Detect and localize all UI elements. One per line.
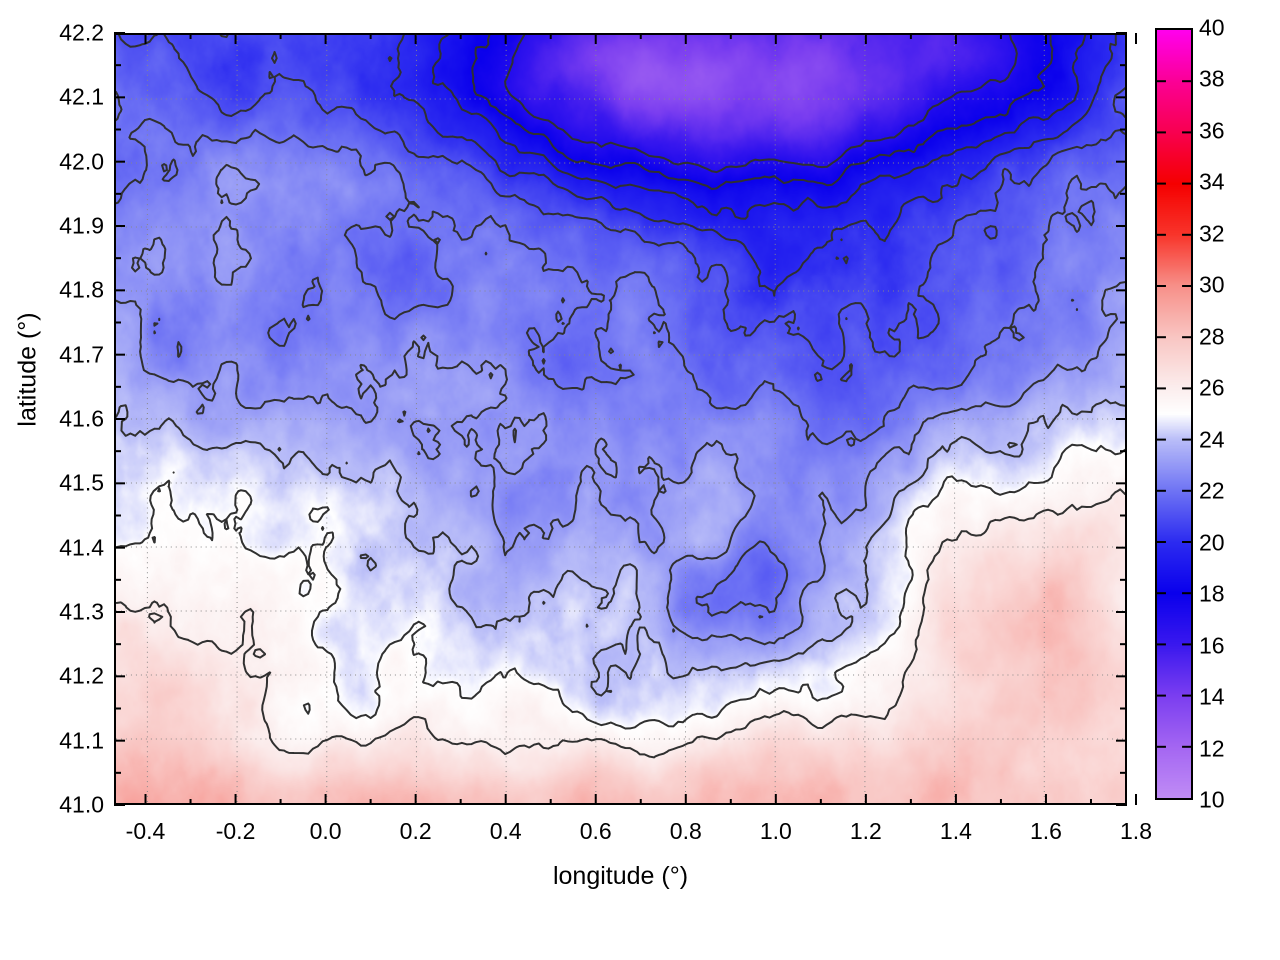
x-tick-label: 0.8 bbox=[669, 818, 702, 844]
x-tick-label: 0.6 bbox=[579, 818, 612, 844]
x-axis-title: longitude (°) bbox=[552, 862, 689, 890]
colorbar-tick-label: 26 bbox=[1199, 374, 1225, 401]
contour-lines bbox=[116, 35, 1125, 759]
colorbar-tick-label: 40 bbox=[1199, 14, 1225, 41]
colorbar-tick-label: 34 bbox=[1199, 168, 1225, 195]
x-axis-tick-labels: -0.4 -0.2 0.0 0.2 0.4 0.6 0.8 1.0 1.2 1.4 1.6 1.8 bbox=[0, 818, 1280, 858]
colorbar-tick-label: 28 bbox=[1199, 323, 1225, 350]
x-tick-label: 1.2 bbox=[849, 818, 882, 844]
y-tick-label: 42.1 bbox=[59, 83, 104, 110]
x-tick-label: 1.8 bbox=[1120, 818, 1152, 844]
x-tick-label: 0.2 bbox=[399, 818, 432, 844]
y-tick-label: 41.4 bbox=[59, 534, 104, 561]
colorbar-gradient bbox=[1157, 30, 1191, 798]
x-tick-label: 1.4 bbox=[939, 818, 972, 844]
x-tick-label: -0.2 bbox=[215, 818, 256, 844]
y-tick-label: 41.2 bbox=[59, 662, 104, 689]
colorbar bbox=[1155, 28, 1193, 800]
colorbar-tick-label: 22 bbox=[1199, 477, 1225, 504]
y-axis-tick-labels: 41.0 41.1 41.2 41.3 41.4 41.5 41.6 41.7 41.8 41.9… bbox=[0, 0, 104, 960]
colorbar-tick-label: 36 bbox=[1199, 117, 1225, 144]
x-tick-label: 0.4 bbox=[489, 818, 522, 844]
colorbar-tick-label: 38 bbox=[1199, 65, 1225, 92]
colorbar-tick-labels: 10 12 14 16 18 20 22 24 26 28 30 32 34 36 38 40 bbox=[1199, 0, 1259, 960]
heatmap-plot-area bbox=[114, 33, 1127, 805]
y-tick-label: 42.0 bbox=[59, 148, 104, 175]
y-tick-label: 41.7 bbox=[59, 341, 104, 368]
y-tick-label: 41.9 bbox=[59, 212, 104, 239]
y-tick-label: 41.3 bbox=[59, 598, 104, 625]
colorbar-tick-label: 20 bbox=[1199, 529, 1225, 556]
colorbar-tick-label: 32 bbox=[1199, 220, 1225, 247]
y-tick-label: 42.2 bbox=[59, 19, 104, 46]
colorbar-tick-label: 24 bbox=[1199, 426, 1225, 453]
colorbar-tick-label: 16 bbox=[1199, 632, 1225, 659]
y-tick-label: 41.0 bbox=[59, 791, 104, 818]
contour-path bbox=[116, 35, 1125, 759]
x-tick-label: 0.0 bbox=[309, 818, 342, 844]
x-tick-label: -0.4 bbox=[125, 818, 166, 844]
y-tick-label: 41.1 bbox=[59, 727, 104, 754]
y-tick-label: 41.6 bbox=[59, 405, 104, 432]
colorbar-tick-label: 18 bbox=[1199, 580, 1225, 607]
y-tick-label: 41.8 bbox=[59, 276, 104, 303]
y-tick-label: 41.5 bbox=[59, 469, 104, 496]
x-tick-label: 1.0 bbox=[759, 818, 792, 844]
colorbar-tick-label: 30 bbox=[1199, 271, 1225, 298]
temperature-heatmap bbox=[116, 35, 1125, 803]
colorbar-tick-label: 12 bbox=[1199, 735, 1225, 762]
x-tick-label: 1.6 bbox=[1029, 818, 1062, 844]
y-axis-title: latitude (°) bbox=[13, 312, 42, 427]
colorbar-tick-label: 14 bbox=[1199, 683, 1225, 710]
colorbar-tick-label: 10 bbox=[1199, 786, 1225, 813]
colorbar-tick-marks bbox=[1157, 80, 1191, 748]
